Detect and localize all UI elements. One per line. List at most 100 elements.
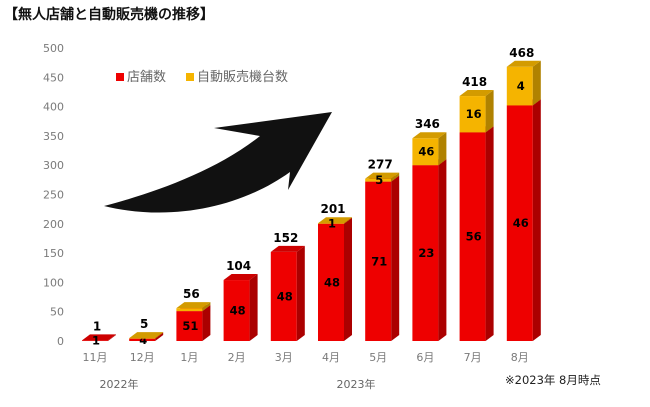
x-tick-label-8: 7月 [464,351,482,364]
total-label-2: 56 [183,287,200,301]
bar-label-vending-8: 16 [466,107,482,121]
total-label-4: 152 [273,231,298,245]
bar-stores-6 [365,181,392,341]
year-label-2023: 2023年 [337,377,376,391]
total-label-3: 104 [226,259,251,273]
bar-stores-top-3 [223,274,258,281]
bar-stores-5 [318,223,344,341]
bar-vending-9 [506,66,533,106]
bar-label-stores-0: 1 [92,334,100,348]
x-tick-label-7: 6月 [416,351,434,364]
bar-vending-top-9 [506,60,541,67]
total-label-9: 468 [509,46,534,60]
bar-label-stores-7: 23 [418,246,434,260]
total-label-6: 277 [368,158,393,172]
x-tick-label-4: 3月 [275,351,293,364]
y-tick-label-0: 0 [57,335,64,348]
year-label-2022: 2022年 [100,377,139,391]
bar-stores-side-7 [438,159,447,341]
bar-vending-side-1 [155,332,164,339]
bar-stores-side-0 [108,334,116,341]
bar-label-stores-3: 48 [230,304,246,318]
y-tick-label-1: 50 [50,306,64,319]
y-tick-label-9: 450 [43,71,64,84]
bar-label-stores-4: 48 [277,289,293,303]
x-tick-label-9: 8月 [511,351,529,364]
trend-arrow-icon [104,112,332,213]
bar-label-stores-8: 56 [466,230,482,244]
bar-stores-side-1 [155,332,164,341]
bar-vending-top-6 [365,172,400,179]
bar-label-stores-2: 51 [182,319,198,333]
bar-vending-top-7 [412,132,447,139]
bar-vending-1 [129,338,156,339]
bar-label-vending-9: 4 [517,79,525,93]
legend-swatch-vending [186,73,194,81]
legend-label-vending: 自動販売機台数 [197,69,288,85]
total-label-8: 418 [462,75,487,89]
bar-vending-top-2 [176,302,211,309]
bar-stores-side-2 [202,305,211,341]
bar-vending-7 [412,138,439,166]
y-tick-label-4: 200 [43,218,64,231]
bar-stores-side-6 [391,175,400,341]
bar-vending-6 [365,178,392,182]
y-tick-label-8: 400 [43,101,64,114]
bar-stores-4 [270,251,297,341]
bar-vending-8 [459,96,486,133]
x-tick-label-2: 1月 [180,351,198,364]
x-tick-label-3: 2月 [228,351,246,364]
bar-stores-7 [412,165,439,341]
bar-vending-side-2 [202,302,211,312]
chart-title: 【無人店舗と自動販売機の推移】 [4,7,214,23]
bar-label-stores-1: 4 [139,333,147,347]
bar-stores-top-0 [82,334,116,341]
bar-stores-side-5 [344,217,352,341]
bar-vending-top-5 [318,217,352,224]
bar-stores-side-4 [296,245,305,341]
bar-stores-1 [129,338,156,341]
bar-vending-top-8 [459,90,494,97]
legend-swatch-stores [116,73,124,81]
bar-label-vending-7: 46 [418,145,434,159]
bar-vending-side-8 [485,90,494,133]
bar-stores-8 [459,132,486,341]
y-tick-label-10: 500 [43,42,64,55]
y-tick-label-7: 350 [43,130,64,143]
bar-label-vending-5: 1 [328,217,336,231]
bar-stores-side-8 [485,126,494,341]
bar-vending-side-5 [344,217,352,224]
bar-stores-top-4 [270,245,305,252]
bar-vending-2 [176,308,203,312]
x-tick-label-6: 5月 [369,351,387,364]
total-label-0: 1 [93,319,101,333]
bar-stores-side-9 [532,99,541,341]
bar-vending-side-7 [438,132,447,166]
x-tick-label-0: 11月 [83,351,108,364]
y-tick-label-5: 250 [43,189,64,202]
bar-vending-side-6 [391,172,400,182]
total-label-5: 201 [320,202,345,216]
total-label-1: 5 [140,317,148,331]
bar-stores-0 [82,340,108,342]
y-tick-label-3: 150 [43,247,64,260]
bar-vending-side-9 [532,60,541,106]
bar-label-stores-9: 46 [513,216,529,230]
bar-label-stores-5: 48 [324,275,340,289]
y-tick-label-2: 100 [43,276,64,289]
bar-vending-top-1 [129,332,164,339]
date-note: ※2023年 8月時点 [505,373,601,387]
x-tick-label-1: 12月 [130,351,155,364]
bar-stores-3 [223,280,250,341]
bar-stores-9 [506,105,533,341]
bar-vending-5 [318,223,344,224]
x-tick-label-5: 4月 [322,351,340,364]
bar-stores-side-3 [249,274,258,341]
bar-label-vending-6: 5 [375,173,383,187]
bar-stores-2 [176,311,203,341]
legend-label-stores: 店舗数 [127,70,166,85]
total-label-7: 346 [415,117,440,131]
y-tick-label-6: 300 [43,159,64,172]
